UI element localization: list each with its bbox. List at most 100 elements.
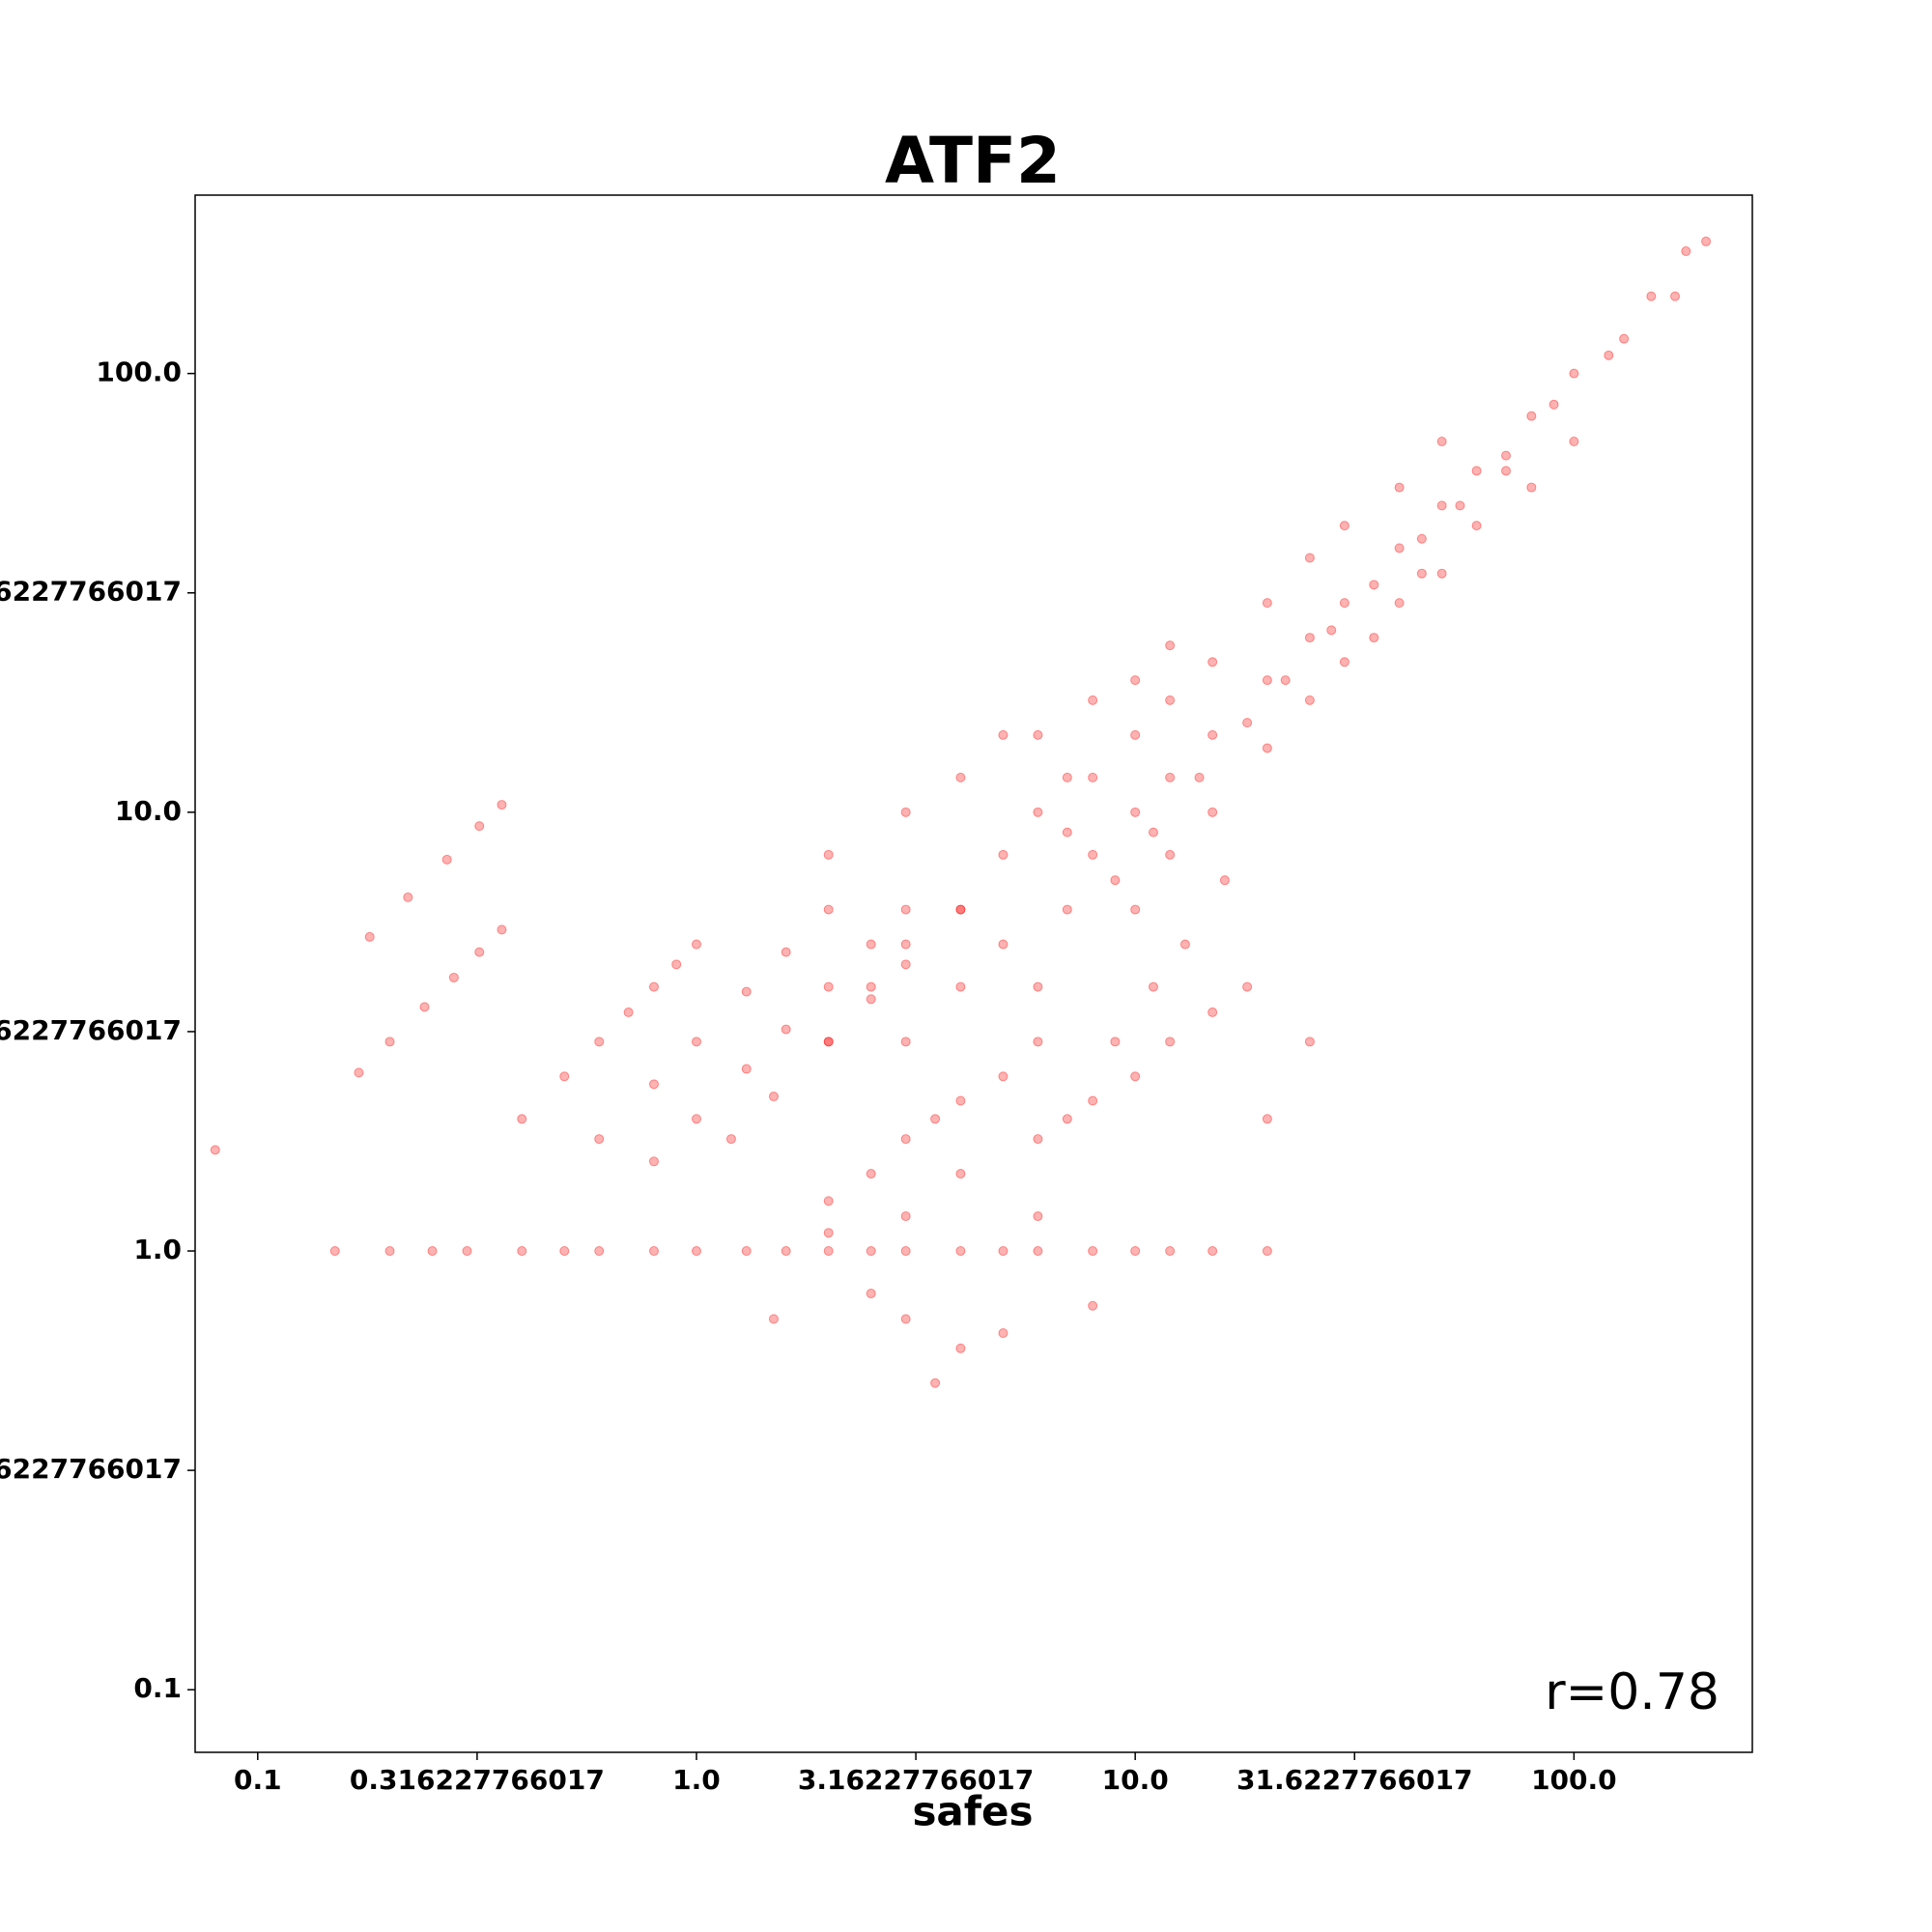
point (1088, 772, 1098, 782)
point (900, 1246, 911, 1257)
point (1701, 236, 1712, 246)
point (998, 1071, 1009, 1082)
point (1526, 482, 1537, 493)
chart-title: ATF2 (885, 124, 1061, 198)
point (474, 947, 485, 957)
point (1194, 772, 1205, 782)
point (955, 904, 966, 915)
point (781, 1246, 791, 1257)
point (823, 1037, 834, 1047)
point (998, 1246, 1009, 1257)
annotation: r=0.78 (1545, 1663, 1719, 1721)
y-tick-label: 0.1 (133, 1672, 182, 1704)
point (1033, 1211, 1043, 1222)
point (930, 1378, 941, 1388)
point (594, 1134, 605, 1145)
point (741, 1064, 752, 1074)
point (998, 939, 1009, 950)
point (1262, 675, 1272, 686)
point (741, 1246, 752, 1257)
point (648, 1079, 659, 1090)
point (384, 1246, 395, 1257)
point (1033, 1037, 1043, 1047)
point (900, 807, 911, 817)
point (998, 849, 1009, 860)
point (671, 959, 682, 970)
point (1339, 598, 1350, 609)
point (823, 904, 834, 915)
point (691, 1037, 701, 1047)
point (497, 924, 507, 935)
point (1088, 1300, 1098, 1311)
plot-frame (194, 194, 1753, 1753)
point (900, 1134, 911, 1145)
point (559, 1246, 570, 1257)
point (1262, 743, 1272, 753)
point (781, 1024, 791, 1035)
point (866, 994, 876, 1005)
point (1033, 1246, 1043, 1257)
point (462, 1246, 472, 1257)
point (866, 1246, 876, 1257)
point (448, 972, 459, 982)
point (1681, 246, 1691, 257)
point (329, 1246, 340, 1257)
point (741, 986, 752, 997)
point (1394, 482, 1405, 493)
point (648, 981, 659, 992)
point (474, 821, 485, 832)
point (384, 1037, 395, 1047)
point (900, 1314, 911, 1324)
point (866, 1169, 876, 1179)
point (648, 1156, 659, 1167)
point (1501, 466, 1512, 476)
point (517, 1246, 527, 1257)
point (1548, 399, 1559, 410)
point (1436, 500, 1447, 511)
point (955, 1169, 966, 1179)
point (823, 1246, 834, 1257)
point (1304, 695, 1315, 705)
point (781, 947, 791, 957)
point (1130, 904, 1141, 915)
point (1148, 827, 1158, 838)
point (1033, 981, 1043, 992)
point (559, 1071, 570, 1082)
point (1436, 568, 1447, 579)
point (1280, 675, 1291, 686)
point (594, 1037, 605, 1047)
point (866, 1289, 876, 1299)
point (1088, 695, 1098, 705)
point (1130, 675, 1141, 686)
point (823, 1196, 834, 1207)
point (1088, 1246, 1098, 1257)
point (1165, 1246, 1176, 1257)
point (900, 1211, 911, 1222)
point (1165, 849, 1176, 860)
point (1165, 772, 1176, 782)
point (768, 1314, 779, 1324)
point (1110, 1037, 1121, 1047)
y-tick-label: 1.0 (133, 1234, 182, 1265)
point (1033, 729, 1043, 740)
point (441, 854, 452, 865)
y-tick-label: 3.16227766017 (0, 1014, 182, 1046)
point (403, 892, 413, 902)
point (1604, 350, 1614, 360)
point (1455, 500, 1465, 511)
point (1304, 633, 1315, 643)
point (900, 1037, 911, 1047)
point (1369, 580, 1379, 590)
point (1179, 939, 1190, 950)
point (1262, 1114, 1272, 1124)
point (1208, 729, 1218, 740)
point (1369, 633, 1379, 643)
point (930, 1114, 941, 1124)
point (1062, 904, 1072, 915)
point (1526, 411, 1537, 421)
x-tick-label: 0.316227766017 (350, 1764, 605, 1796)
point (823, 1228, 834, 1238)
point (866, 939, 876, 950)
point (1670, 291, 1681, 301)
point (823, 981, 834, 992)
